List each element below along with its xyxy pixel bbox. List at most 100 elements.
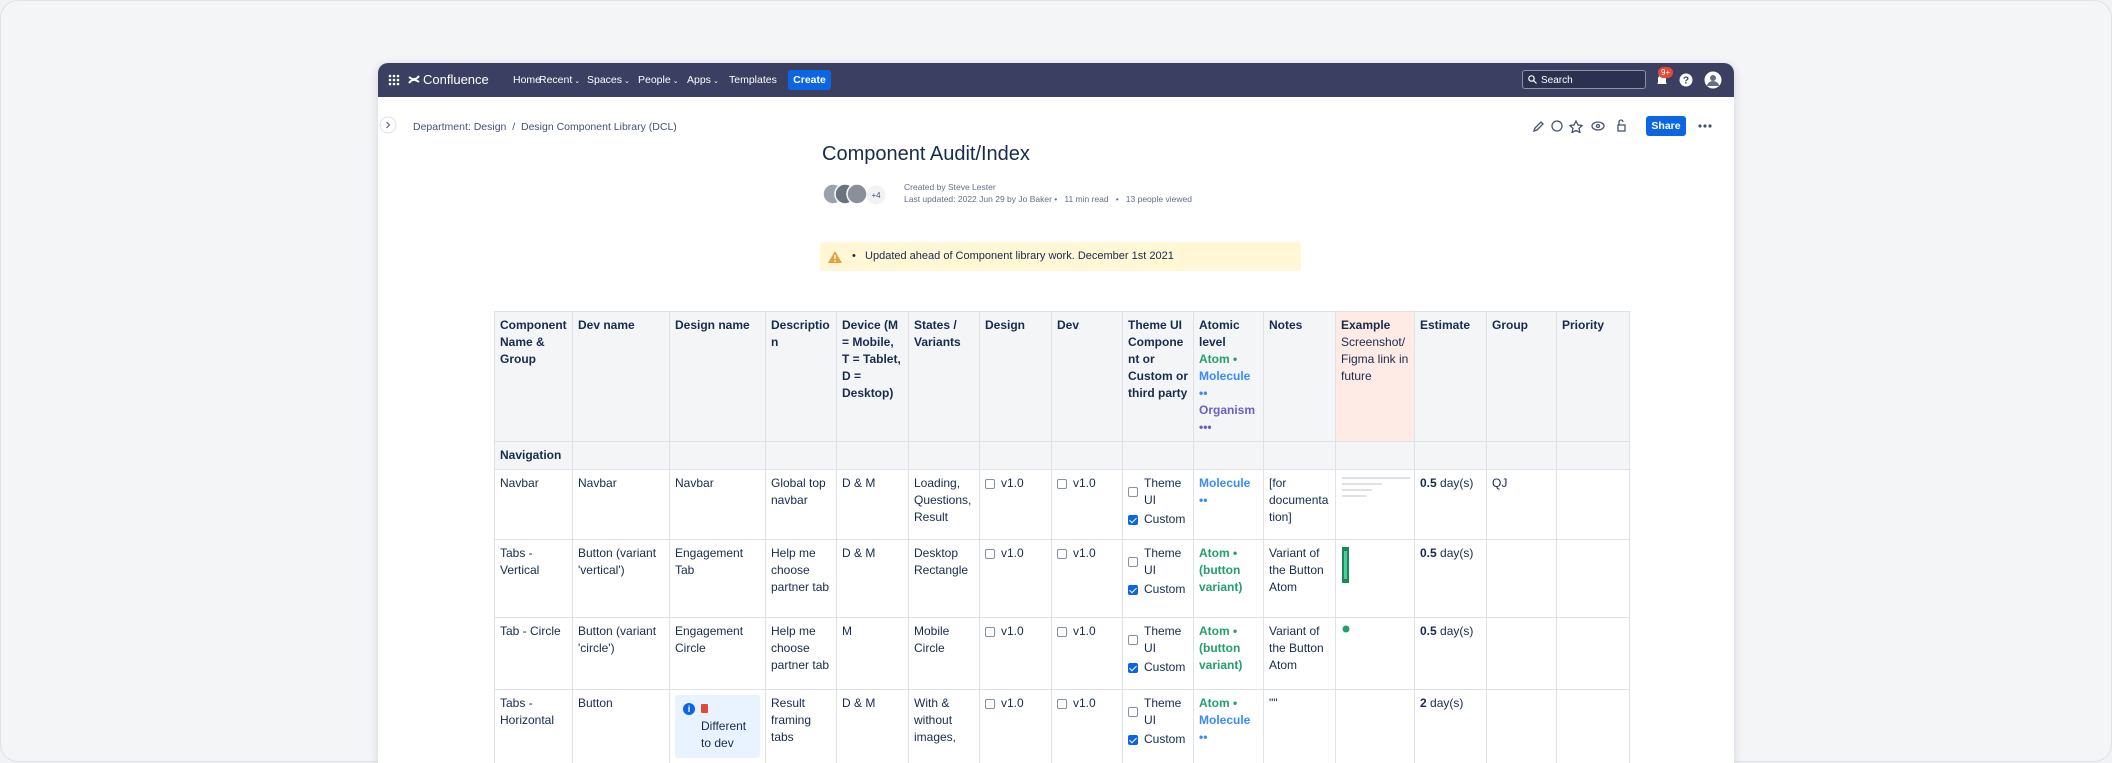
checkbox-label: Custom: [1144, 731, 1185, 748]
checkbox[interactable]: [1057, 699, 1067, 709]
profile-avatar[interactable]: [1704, 71, 1722, 89]
page-actions[interactable]: [1532, 119, 1632, 133]
app-switcher[interactable]: [388, 74, 400, 86]
help[interactable]: ?: [1679, 73, 1693, 87]
checkbox[interactable]: [1128, 663, 1138, 673]
estimate-unit: day(s): [1440, 624, 1473, 638]
nav-item[interactable]: Home: [513, 74, 541, 86]
caret: ⌄: [574, 78, 580, 85]
cell-text: Molecule ••: [1199, 712, 1258, 746]
nav-item[interactable]: Spaces⌄: [587, 74, 630, 86]
breadcrumb[interactable]: Department: Design: [413, 121, 506, 133]
checkbox[interactable]: [985, 479, 995, 489]
checkbox[interactable]: [1128, 515, 1138, 525]
header-cell: Priority: [1557, 312, 1630, 442]
contributor-count: +4: [871, 191, 881, 200]
example-thumbnail[interactable]: [1341, 623, 1411, 673]
checkbox-item: Theme UI: [1128, 545, 1188, 579]
checkbox[interactable]: [1057, 627, 1067, 637]
checkbox-item: v1.0: [985, 545, 1046, 562]
checkbox[interactable]: [985, 699, 995, 709]
more-actions[interactable]: [1698, 123, 1712, 129]
cell-text: D & M: [842, 545, 903, 562]
cell-text: Example: [1341, 317, 1409, 334]
checkbox-item: v1.0: [985, 695, 1046, 712]
table-cell: Help me choose partner tab: [766, 540, 837, 618]
checkbox[interactable]: [1128, 735, 1138, 745]
checkbox[interactable]: [1128, 707, 1138, 717]
checkbox-label: v1.0: [1001, 545, 1024, 562]
more-contributors[interactable]: +4: [866, 185, 886, 205]
example-thumbnail[interactable]: [1341, 475, 1411, 525]
cell-text: Button (variant 'vertical'): [578, 545, 664, 579]
table-cell: v1.0: [980, 618, 1052, 690]
cell-text: Desktop Rectangle: [914, 545, 974, 579]
table-cell: Atom • (button variant): [1194, 618, 1264, 690]
table-cell: Tabs - Vertical: [495, 540, 573, 618]
checkbox-label: Custom: [1144, 581, 1185, 598]
views[interactable]: 13 people viewed: [1126, 194, 1192, 204]
cell-text: [for documentation]: [1269, 475, 1330, 526]
sidebar-toggle[interactable]: [378, 115, 398, 135]
table-cell: [1557, 690, 1630, 763]
cell-text: Molecule ••: [1199, 368, 1258, 402]
table-cell: Desktop Rectangle: [909, 540, 980, 618]
table-cell: v1.0: [1052, 618, 1123, 690]
checkbox[interactable]: [1128, 635, 1138, 645]
create-button[interactable]: Create: [788, 70, 831, 90]
header-cell: Device (M = Mobile, T = Tablet, D = Desk…: [837, 312, 909, 442]
nav-item[interactable]: Templates: [729, 74, 777, 86]
estimate: 2 day(s): [1420, 695, 1481, 712]
checkbox[interactable]: [985, 627, 995, 637]
table-cell: Mobile Circle: [909, 618, 980, 690]
cell-text: Device (M = Mobile, T = Tablet, D = Desk…: [842, 317, 903, 402]
share-button[interactable]: Share: [1646, 116, 1686, 136]
cell-text: Button: [578, 695, 664, 712]
cell-text: Variant of the Button Atom: [1269, 623, 1330, 674]
table-cell: Variant of the Button Atom: [1264, 540, 1336, 618]
table-cell: D & M: [837, 470, 909, 540]
cell-text: D & M: [842, 475, 903, 492]
checkbox-item: Custom: [1128, 511, 1188, 528]
search-box[interactable]: Search: [1522, 70, 1646, 89]
cell-text: D & M: [842, 695, 903, 712]
cell-text: Tab - Circle: [500, 623, 567, 640]
header-cell: Dev: [1052, 312, 1123, 442]
cell-text: Theme UI Component or Custom or third pa…: [1128, 317, 1188, 402]
checkbox[interactable]: [1128, 487, 1138, 497]
cell-text: Atomic level: [1199, 317, 1258, 351]
product-name[interactable]: Confluence: [423, 72, 489, 87]
breadcrumb[interactable]: Design Component Library (DCL): [521, 121, 677, 133]
checkbox-label: Theme UI: [1144, 545, 1188, 579]
warning-icon: [828, 251, 842, 263]
cell-text: Screenshot/Figma link in future: [1341, 334, 1409, 385]
checkbox[interactable]: [1057, 549, 1067, 559]
checkbox[interactable]: [1128, 557, 1138, 567]
example-thumbnail[interactable]: [1341, 545, 1411, 595]
nav-item[interactable]: People⌄: [638, 74, 679, 86]
caret: ⌄: [673, 78, 679, 85]
checkbox[interactable]: [1128, 585, 1138, 595]
nav-item[interactable]: Recent⌄: [539, 74, 580, 86]
checkbox[interactable]: [1057, 479, 1067, 489]
created-by: Created by Steve Lester: [904, 182, 996, 192]
checkbox[interactable]: [985, 549, 995, 559]
table-cell: Atom • (button variant): [1194, 540, 1264, 618]
contributor-avatars[interactable]: [822, 183, 868, 205]
logo[interactable]: [408, 74, 420, 86]
table-cell: QJ: [1487, 470, 1557, 540]
table-cell: 2 day(s): [1415, 690, 1487, 763]
checkbox-label: Theme UI: [1144, 475, 1188, 509]
nav-item[interactable]: Apps⌄: [687, 74, 719, 86]
header-cell: Dev name: [573, 312, 670, 442]
table-cell: D & M: [837, 540, 909, 618]
checkbox-item: v1.0: [1057, 475, 1117, 492]
breadcrumbs: Department: Design / Design Component Li…: [413, 121, 677, 133]
nav-label: Apps: [687, 74, 711, 86]
